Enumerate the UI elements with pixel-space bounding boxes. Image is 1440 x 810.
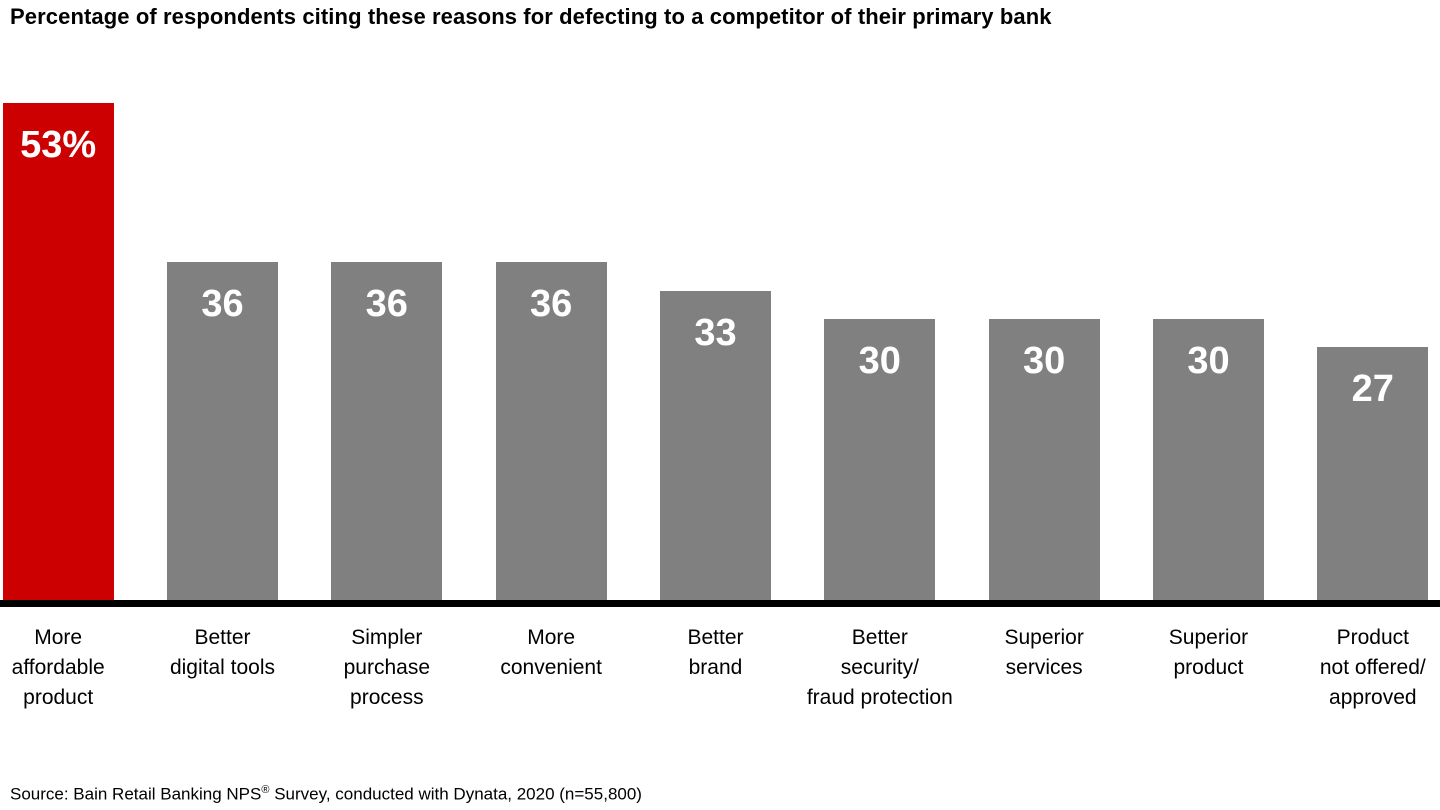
bar-value-label: 30 [1187, 340, 1230, 382]
bar-superior-services: 30 [988, 319, 1100, 600]
category-label-line: digital tools [169, 656, 276, 679]
bar-column: 30 [1126, 103, 1290, 600]
bar-more-affordable-product: 53% [2, 103, 114, 600]
bar-column: 36 [140, 103, 304, 600]
category-label: More convenient [469, 607, 633, 713]
bar-value-label: 30 [858, 340, 901, 382]
category-label: Better digital tools [140, 607, 304, 713]
category-label-line: purchase [343, 656, 431, 679]
category-label: Better security/ fraud protection [798, 607, 962, 713]
category-label-line: services [1005, 656, 1083, 679]
registered-trademark-symbol: ® [261, 784, 270, 796]
bar-better-digital-tools: 36 [166, 262, 278, 600]
category-label-line: security/ [840, 656, 919, 679]
bar-value-label: 36 [365, 283, 408, 325]
bar-simpler-purchase-process: 36 [331, 262, 443, 600]
chart-title: Percentage of respondents citing these r… [10, 4, 1052, 29]
category-label-line: Better [851, 626, 908, 649]
bar-column: 33 [633, 103, 797, 600]
bar-value-label: 53% [20, 124, 97, 166]
source-text: Source: Bain Retail Banking NPS [10, 784, 262, 804]
source-text: Survey, conducted with Dynata, 2020 (n=5… [269, 784, 642, 804]
category-labels-row: More affordable product Better digital t… [0, 607, 1440, 713]
category-label: Superior product [1126, 607, 1290, 713]
bar-better-security-fraud-protection: 30 [824, 319, 936, 600]
bar-value-label: 33 [694, 312, 737, 354]
bar-value-label: 27 [1351, 368, 1394, 410]
category-label-line: product [1173, 656, 1244, 679]
category-label: More affordable product [0, 607, 140, 713]
category-label: Better brand [633, 607, 797, 713]
category-label-line: Superior [1168, 626, 1249, 649]
category-label-line: product [23, 686, 94, 709]
category-label-line: affordable [11, 656, 105, 679]
bar-value-label: 36 [201, 283, 244, 325]
bar-column: 36 [305, 103, 469, 600]
bar-column: 27 [1291, 103, 1440, 600]
category-label-line: More [34, 626, 83, 649]
bar-superior-product: 30 [1152, 319, 1264, 600]
category-label-line: Better [194, 626, 251, 649]
category-label-line: Better [687, 626, 744, 649]
category-label-line: Product [1336, 626, 1409, 649]
bar-value-label: 36 [530, 283, 573, 325]
category-label: Superior services [962, 607, 1126, 713]
source-note: Source: Bain Retail Banking NPS® Survey,… [10, 784, 642, 805]
category-label-line: Simpler [351, 626, 423, 649]
bar-column: 53% [0, 103, 140, 600]
bar-value-label: 30 [1023, 340, 1066, 382]
x-axis-line [0, 600, 1440, 607]
category-label: Simpler purchase process [305, 607, 469, 713]
category-label-line: brand [688, 656, 743, 679]
category-label: Product not offered/ approved [1291, 607, 1440, 713]
category-label-line: fraud protection [806, 686, 953, 709]
category-label-line: convenient [500, 656, 602, 679]
bar-product-not-offered-approved: 27 [1317, 347, 1429, 600]
bar-column: 30 [798, 103, 962, 600]
bar-column: 36 [469, 103, 633, 600]
category-label-line: approved [1329, 686, 1417, 709]
bar-better-brand: 33 [659, 291, 771, 600]
bar-column: 30 [962, 103, 1126, 600]
category-label-line: More [527, 626, 576, 649]
bars-row: 53% 36 36 36 33 30 [0, 103, 1440, 600]
category-label-line: not offered/ [1319, 656, 1426, 679]
category-label-line: Superior [1004, 626, 1084, 649]
category-label-line: process [350, 686, 424, 709]
bar-more-convenient: 36 [495, 262, 607, 600]
